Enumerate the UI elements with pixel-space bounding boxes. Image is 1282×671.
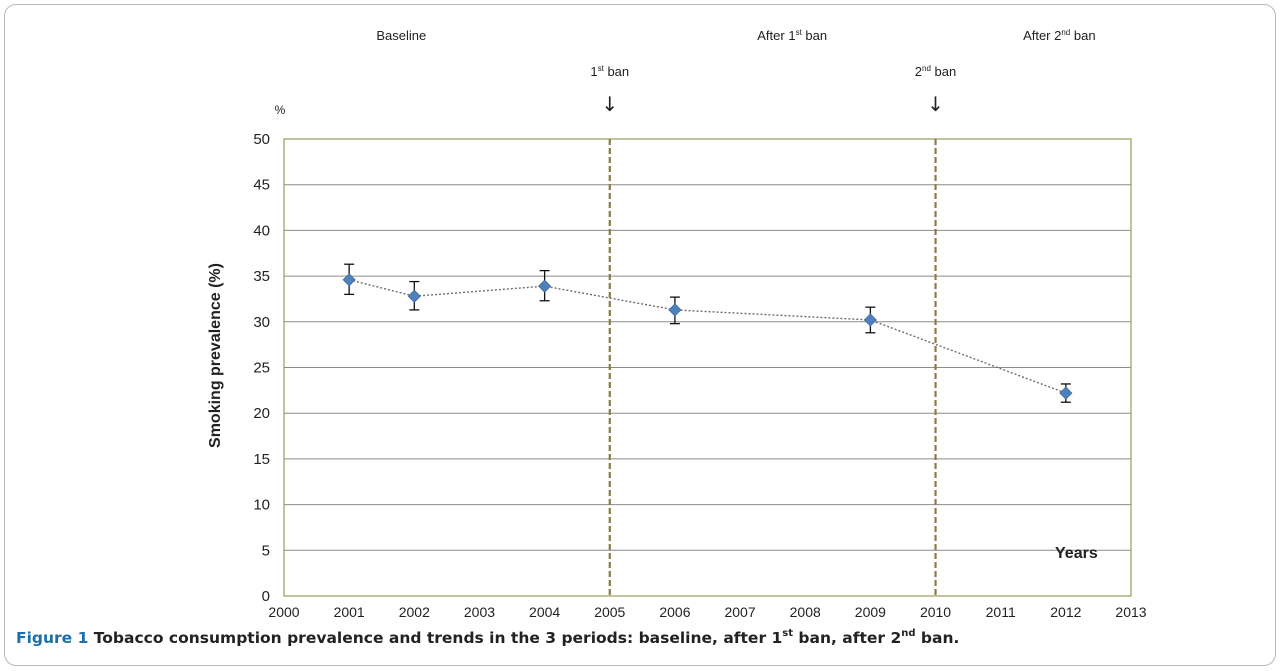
- caption-text-2: ban, after 2: [793, 629, 902, 647]
- figure-label: Figure 1: [16, 629, 89, 647]
- caption-sup-1: st: [782, 628, 794, 639]
- data-point-2004: [538, 279, 552, 293]
- data-point-2006: [668, 303, 682, 317]
- y-tick-label-25: 25: [253, 360, 270, 377]
- period-label-3: After 2nd ban: [1023, 28, 1096, 43]
- period-label-2: After 1st ban: [757, 28, 827, 43]
- ban-arrow-1: ↓: [601, 92, 618, 116]
- series-line: [348, 279, 1067, 394]
- caption-text-1: Tobacco consumption prevalence and trend…: [88, 629, 783, 647]
- x-tick-label-2002: 2002: [399, 604, 430, 620]
- y-tick-label-45: 45: [253, 177, 270, 194]
- ban-arrow-2: ↓: [927, 92, 944, 116]
- ban-label-1: 1st ban: [590, 64, 629, 79]
- y-tick-label-0: 0: [262, 588, 270, 605]
- line-chart: 0 5 10 15 20 25 30 35 40 45 50 2000 2001 2002 2003 2004…: [207, 28, 1147, 620]
- y-tick-label-50: 50: [253, 131, 270, 148]
- x-tick-label-2007: 2007: [724, 604, 755, 620]
- data-point-2002: [407, 289, 421, 303]
- caption-sup-2: nd: [901, 628, 916, 639]
- x-axis-title: Years: [1055, 545, 1098, 562]
- period-label-1: Baseline: [376, 28, 426, 43]
- data-point-2009: [863, 313, 877, 327]
- figure-caption: Figure 1 Tobacco consumption prevalence …: [16, 628, 1256, 648]
- y-tick-label-20: 20: [253, 405, 270, 422]
- x-tick-label-2008: 2008: [790, 604, 821, 620]
- plot-area-border: [283, 138, 1132, 597]
- ban-label-2: 2nd ban: [915, 64, 956, 79]
- data-point-2012: [1059, 386, 1073, 400]
- figure-frame: [4, 4, 1276, 666]
- x-tick-label-2009: 2009: [855, 604, 886, 620]
- x-tick-label-2001: 2001: [334, 604, 365, 620]
- y-tick-label-5: 5: [262, 542, 270, 559]
- y-tick-label-10: 10: [253, 497, 270, 514]
- data-point-2001: [342, 273, 356, 287]
- y-tick-label-30: 30: [253, 314, 270, 331]
- x-tick-label-2003: 2003: [464, 604, 495, 620]
- x-tick-label-2011: 2011: [986, 604, 1016, 620]
- x-tick-label-2000: 2000: [268, 604, 299, 620]
- y-tick-label-15: 15: [253, 451, 270, 468]
- x-tick-label-2006: 2006: [659, 604, 690, 620]
- x-tick-label-2004: 2004: [529, 604, 560, 620]
- x-tick-label-2010: 2010: [920, 604, 951, 620]
- x-tick-label-2013: 2013: [1115, 604, 1146, 620]
- x-tick-label-2005: 2005: [594, 604, 625, 620]
- caption-text-3: ban.: [915, 629, 960, 647]
- y-axis-title: Smoking prevalence (%): [207, 263, 224, 448]
- y-tick-label-40: 40: [253, 222, 270, 239]
- y-tick-label-35: 35: [253, 268, 270, 285]
- y-unit-label: %: [275, 103, 286, 117]
- x-tick-label-2012: 2012: [1050, 604, 1081, 620]
